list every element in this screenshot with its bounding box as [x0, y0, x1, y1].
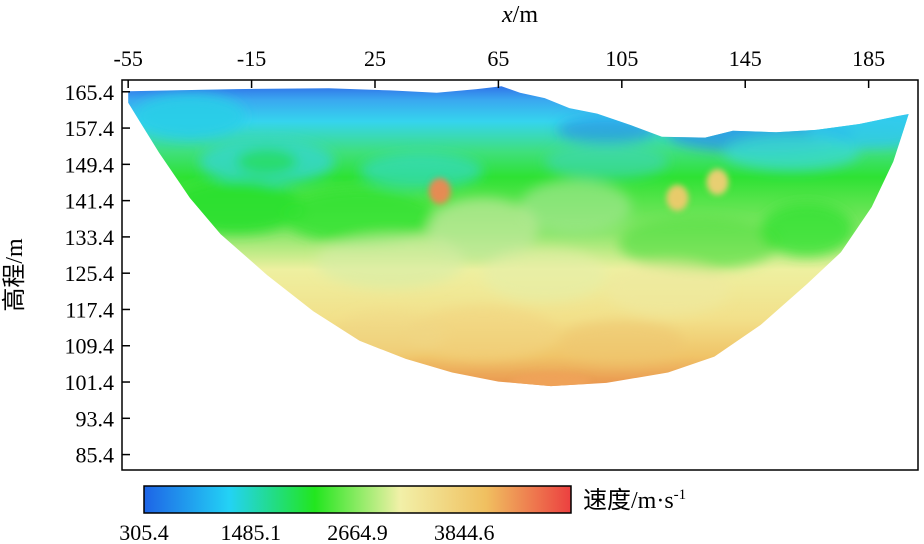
- colorbar-label-text: 速度/m·s: [583, 487, 674, 514]
- x-axis-variable: x: [501, 2, 513, 28]
- texture-blob: [560, 320, 684, 366]
- colorbar-tick-label: 2664.9: [327, 520, 388, 544]
- colorbar-tick-label: 305.4: [119, 520, 169, 544]
- x-axis-title: x/m: [501, 2, 538, 28]
- x-tick-label: -15: [237, 46, 266, 71]
- y-tick-label: 165.4: [65, 80, 115, 105]
- texture-blob: [618, 216, 780, 271]
- texture-blob: [134, 93, 246, 139]
- texture-blob: [723, 134, 860, 171]
- colorbar-label: 速度/m·s-1: [583, 487, 686, 514]
- texture-blob: [760, 202, 854, 257]
- high-velocity-spot: [666, 184, 689, 211]
- texture-blob: [520, 179, 632, 235]
- x-tick-label: 145: [729, 46, 762, 71]
- y-tick-label: 141.4: [65, 189, 115, 214]
- colorbar-tick-label: 1485.1: [220, 520, 281, 544]
- y-tick-label: 157.4: [65, 116, 115, 141]
- texture-blob: [282, 188, 437, 244]
- y-tick-label: 149.4: [65, 152, 115, 177]
- x-tick-label: 65: [487, 46, 509, 71]
- texture-blob: [408, 306, 558, 362]
- colorbar-label-exponent: -1: [674, 487, 687, 503]
- y-axis-title: 高程/m: [1, 238, 28, 312]
- x-tick-label: 185: [852, 46, 885, 71]
- texture-blob: [482, 247, 607, 303]
- colorbar-tick-label: 3844.6: [434, 520, 495, 544]
- y-tick-label: 109.4: [65, 334, 115, 359]
- texture-blob: [606, 261, 730, 316]
- texture-blob: [544, 143, 669, 180]
- y-tick-label: 93.4: [76, 406, 115, 431]
- x-tick-label: 25: [364, 46, 386, 71]
- high-velocity-spot: [428, 178, 451, 205]
- x-axis-unit: /m: [513, 2, 539, 28]
- texture-blob: [427, 197, 539, 262]
- y-axis-ticks: 165.4 157.4 149.4 141.4 133.4 125.4 117.4 109.4…: [65, 80, 130, 468]
- texture-blob: [236, 148, 298, 176]
- texture-blob: [316, 234, 465, 289]
- texture-blob: [168, 179, 305, 235]
- texture-blob: [334, 311, 446, 357]
- y-tick-label: 101.4: [65, 370, 115, 395]
- y-tick-label: 125.4: [65, 261, 115, 286]
- y-tick-label: 117.4: [65, 297, 114, 322]
- y-tick-label: 133.4: [65, 225, 115, 250]
- colorbar-ticks: 305.4 1485.1 2664.9 3844.6: [119, 520, 494, 544]
- plot-frame: [121, 79, 919, 471]
- x-tick-label: -55: [114, 46, 143, 71]
- velocity-section: [128, 86, 909, 387]
- texture-blob: [359, 152, 483, 189]
- texture-blob: [557, 116, 656, 144]
- y-tick-label: 85.4: [76, 443, 115, 468]
- x-axis-ticks: -55 -15 25 65 105 145 185: [114, 46, 885, 88]
- high-velocity-spot: [510, 372, 591, 387]
- colorbar: [143, 485, 572, 514]
- x-tick-label: 105: [605, 46, 638, 71]
- high-velocity-spot: [706, 169, 729, 196]
